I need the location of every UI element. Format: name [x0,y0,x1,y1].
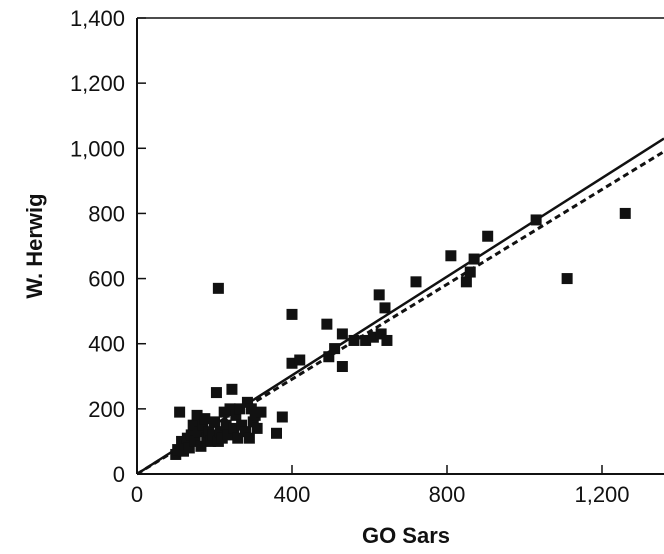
y-tick-label: 400 [88,332,125,357]
data-point [232,432,244,444]
data-point [255,406,267,418]
data-points [170,207,631,460]
data-point [482,230,494,242]
y-tick-label: 0 [113,462,125,487]
data-point [222,429,234,441]
data-point [460,276,472,288]
data-point [271,427,282,439]
data-point [360,334,372,346]
data-point [251,422,263,434]
y-axis-ticks: 0 200 400 600 800 1,000 1,200 1,400 [70,6,146,487]
data-point [230,409,242,421]
data-point [379,302,391,314]
y-tick-label: 600 [88,267,125,292]
data-point [178,445,189,457]
data-point [241,396,253,408]
data-point [619,207,631,219]
y-tick-label: 1,200 [70,71,125,96]
data-point [195,440,207,452]
data-point [381,334,393,346]
data-point [226,383,238,395]
y-tick-label: 1,400 [70,6,125,31]
data-point [348,334,360,346]
data-point [410,276,422,288]
data-point [216,432,228,444]
data-point [189,435,201,447]
data-point [464,266,476,278]
data-point [468,253,480,265]
data-point [286,357,298,369]
data-point [329,343,341,355]
data-point [183,442,195,454]
data-point [212,282,224,294]
data-point [249,409,261,421]
data-point [245,403,257,415]
data-point [321,318,333,330]
data-point [375,328,387,340]
data-point [294,354,306,366]
data-point [185,429,197,441]
data-point [193,426,205,438]
data-point [286,308,298,320]
data-point [323,351,335,363]
data-point [243,432,255,444]
x-tick-label: 1,200 [574,482,629,507]
data-point [240,426,251,438]
data-point [234,403,246,415]
data-point [224,403,236,415]
y-tick-label: 1,000 [70,136,125,161]
data-point [373,289,385,301]
data-point [218,406,230,418]
data-point [210,387,222,399]
data-point [174,406,186,418]
data-point [336,361,348,373]
data-point [207,429,219,441]
data-point [187,419,199,431]
data-point [247,416,259,428]
data-point [336,328,348,340]
data-point [276,411,288,423]
data-point [367,331,379,343]
data-point [191,409,203,421]
data-point [172,444,184,456]
data-point [205,435,217,447]
data-point [220,419,232,431]
data-point [209,416,220,428]
fit-line-solid [136,137,664,476]
y-axis-title: W. Herwig [22,193,47,298]
data-point [197,419,209,431]
y-tick-label: 800 [88,201,125,226]
data-point [199,413,211,425]
x-tick-label: 800 [429,482,466,507]
plot-frame [136,17,664,475]
x-axis-ticks: 0 400 800 1,200 [131,465,630,507]
x-tick-label: 400 [274,482,311,507]
x-tick-label: 0 [131,482,143,507]
data-point [214,426,226,438]
x-axis-title: GO Sars [362,523,450,548]
data-point [236,419,248,431]
data-point [561,273,573,285]
y-tick-label: 200 [88,397,125,422]
data-point [530,214,542,226]
data-point [445,250,457,262]
data-point [228,422,240,434]
